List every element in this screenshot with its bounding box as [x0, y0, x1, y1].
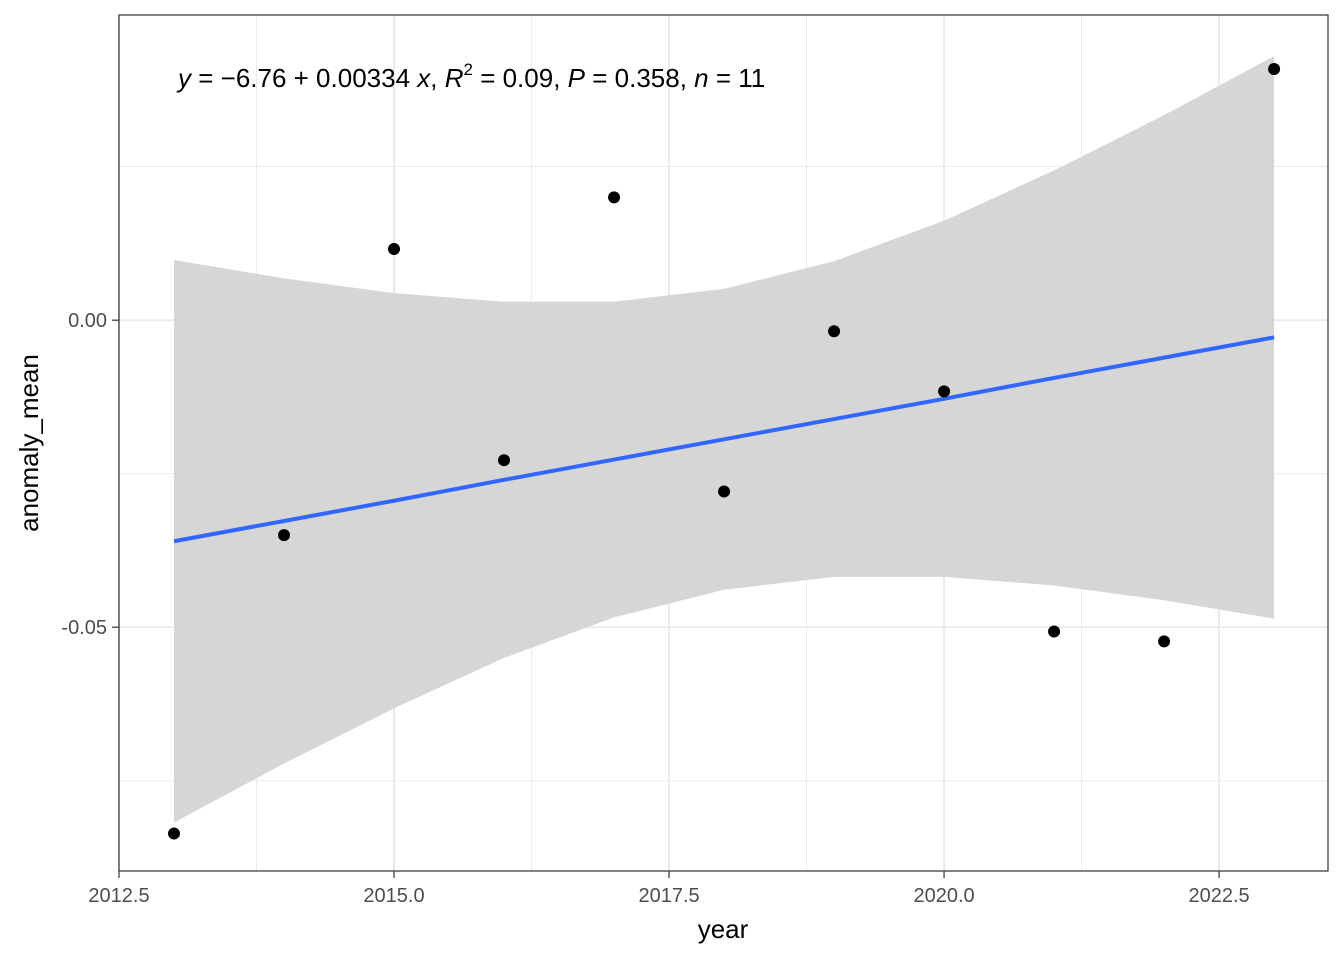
- eq-part1: = −6.76 + 0.00334: [191, 63, 417, 93]
- data-point: [498, 454, 511, 467]
- y-axis-label: anomaly_mean: [14, 354, 44, 532]
- eq-y: y: [176, 63, 193, 93]
- data-point: [718, 485, 731, 498]
- eq-n: n: [694, 63, 708, 93]
- x-tick-label: 2012.5: [88, 885, 149, 907]
- data-point: [168, 827, 181, 840]
- x-tick-label: 2017.5: [638, 885, 699, 907]
- eq-p: P: [568, 63, 586, 93]
- eq-r: R: [445, 63, 464, 93]
- eq-part2: = 0.09,: [473, 63, 568, 93]
- regression-equation: y = −6.76 + 0.00334 x, R2 = 0.09, P = 0.…: [176, 60, 765, 93]
- data-point: [608, 191, 621, 204]
- data-point: [1048, 625, 1061, 638]
- data-point: [938, 385, 951, 398]
- x-tick-label: 2020.0: [913, 885, 974, 907]
- eq-part3: = 0.358,: [585, 63, 694, 93]
- x-tick-label: 2015.0: [363, 885, 424, 907]
- x-tick-label: 2022.5: [1189, 885, 1250, 907]
- data-points: [168, 63, 1281, 840]
- x-axis-label: year: [698, 914, 749, 944]
- data-point: [1158, 635, 1171, 648]
- eq-sup: 2: [464, 60, 473, 79]
- data-point: [278, 529, 291, 542]
- eq-x: x: [415, 63, 431, 93]
- eq-sep1: ,: [430, 63, 444, 93]
- data-point: [828, 325, 841, 338]
- x-axis: 2012.5 2015.0 2017.5 2020.0 2022.5: [88, 871, 1250, 907]
- data-point: [388, 242, 401, 255]
- panel-border: [118, 14, 1329, 872]
- regression-line: [173, 335, 1275, 544]
- data-point: [1268, 63, 1281, 76]
- eq-part4: = 11: [709, 63, 766, 93]
- y-tick-label: 0.00: [68, 310, 107, 332]
- y-tick-label: -0.05: [61, 617, 107, 639]
- y-axis: 0.00 -0.05: [61, 310, 119, 639]
